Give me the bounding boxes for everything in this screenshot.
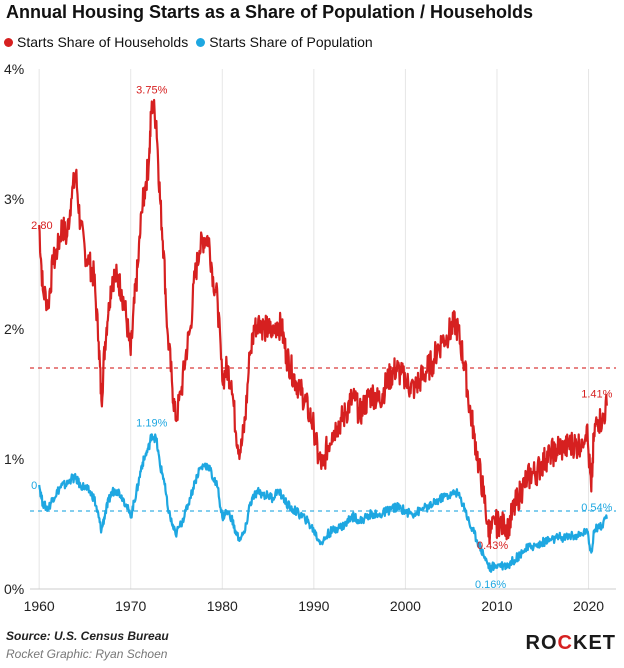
legend-item-households: Starts Share of Households [4,34,188,50]
legend-item-population: Starts Share of Population [196,34,373,50]
grid-lines [30,69,616,590]
x-tick-label-1970: 1970 [115,598,146,614]
series-lines [38,98,608,573]
x-tick-label-2010: 2010 [481,598,512,614]
annotation-label-5: 1.41% [581,389,612,401]
x-tick-label-1980: 1980 [207,598,238,614]
x-tick-label-2020: 2020 [573,598,604,614]
annotation-label-0: 3.75% [136,85,167,97]
brand-suffix: KET [573,632,616,654]
x-tick-label-2000: 2000 [390,598,421,614]
x-tick-label-1990: 1990 [298,598,329,614]
annotation-label-7: 0 [31,480,37,492]
data-annotations: 3.75% 2.80 1.19% 0.43% 0.16% 1.41% 0.54% 0 [31,85,612,592]
legend-dot-households [4,37,13,47]
brand-prefix: RO [525,632,558,654]
series-line-households [38,98,608,545]
brand-accent: C [557,632,573,654]
legend-label-population: Starts Share of Population [209,34,373,50]
y-tick-label-4: 4% [4,61,24,77]
source-note: Source: U.S. Census Bureau [6,629,169,643]
annotation-label-2: 1.19% [136,417,167,429]
credit-note: Rocket Graphic: Ryan Schoen [6,647,168,661]
annotation-label-1: 2.80 [31,220,52,232]
legend-label-households: Starts Share of Households [17,34,189,50]
annotation-label-6: 0.54% [581,502,612,514]
y-tick-label-0: 0% [4,581,24,597]
series-line-population [38,433,608,573]
y-tick-label-2: 2% [4,321,24,337]
x-tick-label-1960: 1960 [24,598,55,614]
brand-logo: ROCKET [526,632,616,655]
y-tick-label-3: 3% [4,191,24,207]
annotation-label-4: 0.16% [475,579,506,591]
chart-title: Annual Housing Starts as a Share of Popu… [6,2,534,22]
legend-dot-population [196,37,206,47]
annotation-label-3: 0.43% [477,540,508,552]
chart-legend: Starts Share of Households Starts Share … [4,34,381,50]
y-tick-label-1: 1% [4,451,24,467]
axis-ticks: 1960 1970 1980 1990 2000 2010 2020 0% 1% 2% 3% 4% [4,61,604,614]
